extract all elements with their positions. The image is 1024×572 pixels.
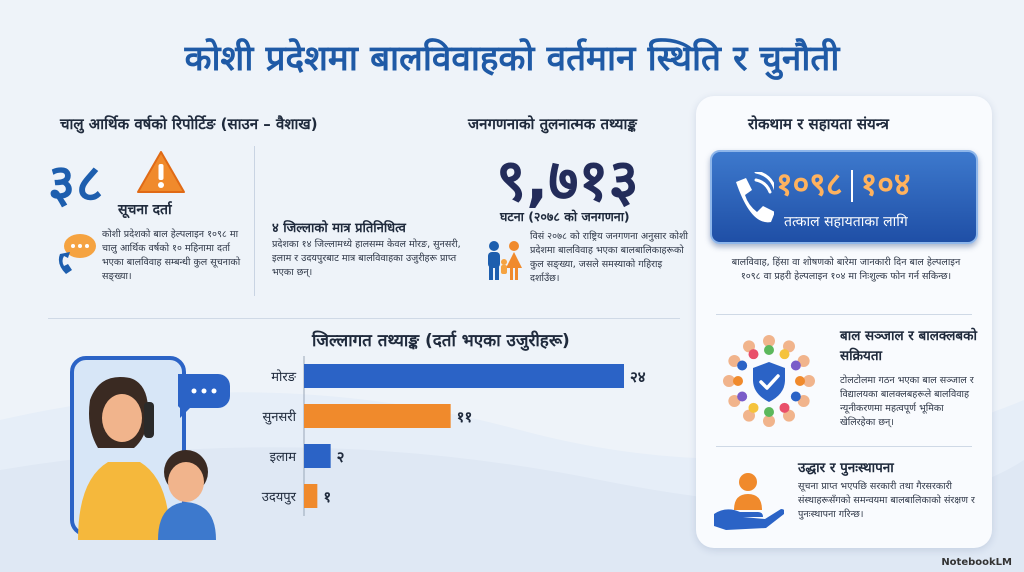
hotline-numbers: १०९८ १०४ [776, 162, 910, 205]
hotline-card: १०९८ १०४ तत्काल सहायताका लागि [710, 150, 978, 244]
child-figure-body [733, 376, 743, 386]
page-title: कोशी प्रदेशमा बालविवाहको वर्तमान स्थिति … [184, 39, 840, 79]
reporting-description: कोशी प्रदेशको बाल हेल्पलाइन १०९८ मा चालु… [102, 229, 241, 282]
care-hand-icon [714, 473, 784, 530]
child-figure-body [779, 402, 790, 413]
chart-value-label: २४ [630, 368, 646, 386]
district-bar-chart: मोरङ २४ सुनसरी ११ इलाम २ उदयपुर १ [262, 356, 646, 516]
child-figure-head [728, 355, 741, 367]
child-figure-head [797, 395, 810, 407]
child-figure-body [795, 376, 805, 386]
hotline-description: बालविवाह, हिंसा वा शोषणको बारेमा जानकारी… [731, 257, 961, 282]
horizontal-divider [48, 318, 680, 319]
warning-icon [137, 151, 185, 193]
chat-phone-icon [58, 234, 96, 274]
brand-watermark: NotebookLM [941, 557, 1012, 568]
chart-category-label: सुनसरी [263, 409, 297, 425]
child-figure-head [803, 375, 815, 387]
chart-category-label: इलाम [270, 450, 297, 465]
registration-label: सूचना दर्ता [118, 202, 172, 218]
child-figure-head [728, 395, 741, 407]
child-figure-body [779, 349, 790, 360]
child-helpline-number[interactable]: १०९८ [776, 165, 843, 203]
child-figure-body [790, 391, 801, 402]
reporting-heading: चालु आर्थिक वर्षको रिपोर्टिङ (साउन – वैश… [60, 115, 318, 133]
child-figure-body [764, 345, 774, 355]
child-network-circle-icon [723, 335, 815, 427]
districts-description: प्रदेशका १४ जिल्लामध्ये हालसम्म केवल मोर… [272, 239, 461, 278]
child-figure-body [737, 360, 748, 371]
districts-heading: ४ जिल्लाको मात्र प्रतिनिधित्व [272, 221, 406, 236]
census-big-number: ९,७१३ [496, 146, 639, 214]
child-figure-body [790, 360, 801, 371]
network-heading: बाल सञ्जाल र बालक्लबको सक्रियता [840, 328, 977, 364]
child-figure-head [783, 340, 795, 353]
chart-bar [304, 404, 451, 428]
census-sub-label: घटना (२०७८ को जनगणना) [500, 209, 630, 224]
family-icon [488, 241, 522, 280]
network-description: टोलटोलमा गठन भएका बाल सञ्जाल र विद्यालयक… [840, 375, 974, 428]
child-figure-head [783, 409, 795, 422]
phone-ringing-icon [736, 172, 774, 223]
child-figure-head [723, 375, 735, 387]
section-divider [254, 146, 255, 296]
hotline-subtitle: तत्काल सहायताका लागि [784, 214, 908, 230]
census-description: विसं २०७८ को राष्ट्रिय जनगणना अनुसार कोश… [530, 231, 688, 284]
chart-title: जिल्लागत तथ्याङ्क (दर्ता भएका उजुरीहरू) [312, 331, 570, 351]
chart-bar [304, 364, 624, 388]
child-figure-body [748, 402, 759, 413]
support-heading: रोकथाम र सहायता संयन्त्र [748, 115, 889, 133]
child-figure-body [764, 407, 774, 417]
reporting-big-number: ३८ [48, 154, 105, 214]
chart-category-label: उदयपुर [262, 490, 297, 505]
chart-category-label: मोरङ [271, 369, 296, 385]
child-figure-head [743, 340, 755, 353]
chart-bar [304, 444, 331, 468]
mother-child-phone-illustration [70, 356, 230, 540]
chart-bar [304, 484, 318, 508]
child-figure-head [763, 335, 775, 347]
panel-divider [716, 446, 972, 447]
child-figure-body [737, 391, 748, 402]
child-figure-body [748, 349, 759, 360]
police-helpline-number[interactable]: १०४ [860, 165, 911, 203]
rescue-heading: उद्धार र पुनःस्थापना [798, 460, 894, 476]
child-figure-head [797, 355, 810, 367]
child-figure-head [763, 415, 775, 427]
hotline-separator [850, 170, 853, 202]
panel-divider [716, 314, 972, 315]
chart-value-label: १ [323, 488, 331, 506]
chart-value-label: २ [337, 448, 345, 466]
chart-value-label: ११ [457, 408, 473, 426]
rescue-description: सूचना प्राप्त भएपछि सरकारी तथा गैरसरकारी… [798, 481, 975, 520]
census-heading: जनगणनाको तुलनात्मक तथ्याङ्क [468, 115, 637, 133]
child-figure-head [743, 409, 755, 422]
